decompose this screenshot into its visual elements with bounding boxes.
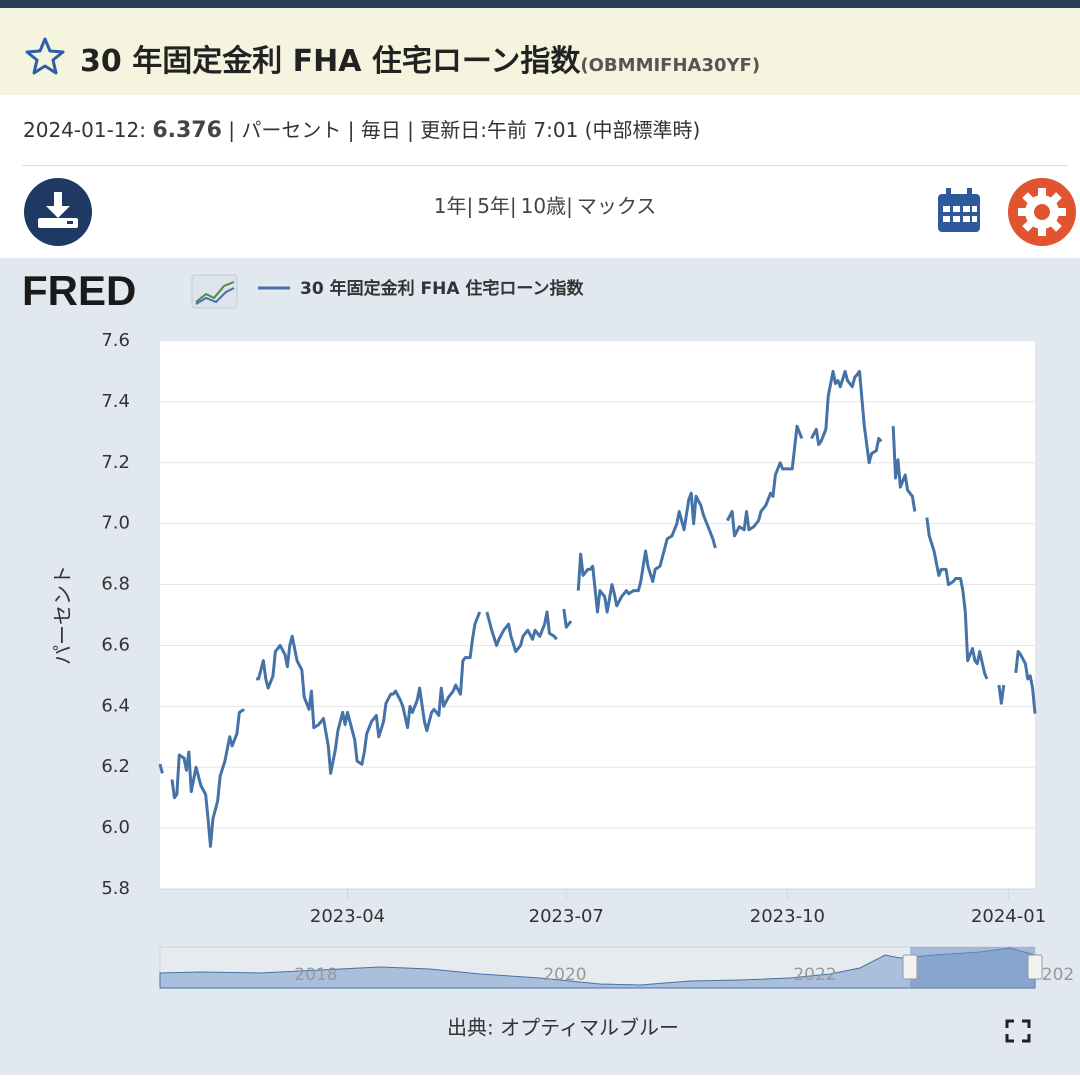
obs-details: | パーセント | 毎日 | 更新日:午前 7:01 (中部標準時) bbox=[228, 118, 701, 142]
series-id: (OBMMIFHA30YF) bbox=[580, 55, 761, 76]
range-links: 1年| 5年| 10歳| マックス bbox=[0, 190, 1080, 219]
separator bbox=[22, 165, 1068, 166]
plot-area bbox=[160, 341, 1035, 889]
y-tick-label: 6.2 bbox=[101, 756, 130, 777]
fred-logo: FRED bbox=[22, 267, 136, 314]
fullscreen-button[interactable] bbox=[1005, 1019, 1031, 1043]
y-tick-label: 7.6 bbox=[101, 330, 130, 351]
y-tick-label: 7.0 bbox=[101, 513, 130, 534]
series-line bbox=[158, 369, 1037, 848]
x-tick-label: 2023-10 bbox=[750, 906, 825, 927]
range-link[interactable]: 5年| bbox=[477, 194, 517, 218]
title-band bbox=[0, 8, 1080, 95]
chart: FRED 2018 2020 2022 202 5.8 6.0 6.2 6.4 6.6 6.8 7… bbox=[0, 258, 1080, 1075]
navigator-label: 2022 bbox=[793, 965, 836, 985]
y-axis-label: パーセント bbox=[51, 565, 75, 665]
range-link[interactable]: 1年| bbox=[433, 194, 474, 218]
navigator-handle[interactable] bbox=[902, 954, 918, 980]
navigator-label: 2020 bbox=[543, 965, 586, 985]
download-button[interactable] bbox=[22, 178, 94, 246]
title-text: 30 年固定金利 FHA 住宅ローン指数 bbox=[80, 44, 581, 79]
navigator-handle[interactable] bbox=[1027, 954, 1043, 980]
navigator-label: 202 bbox=[1042, 965, 1074, 985]
y-tick-label: 6.0 bbox=[101, 817, 130, 838]
star-icon[interactable] bbox=[24, 36, 66, 76]
x-tick-label: 2023-04 bbox=[310, 906, 385, 927]
navigator-selection[interactable] bbox=[910, 947, 1035, 988]
source: 出典: オプティマルブルー bbox=[447, 1016, 679, 1040]
title: 30 年固定金利 FHA 住宅ローン指数(OBMMIFHA30YF) bbox=[80, 36, 760, 80]
obs-date: 2024-01-12: bbox=[23, 118, 146, 142]
y-tick-label: 6.8 bbox=[101, 574, 130, 595]
y-tick-label: 6.4 bbox=[101, 695, 130, 716]
y-tick-label: 7.2 bbox=[101, 452, 130, 473]
calendar-button[interactable] bbox=[936, 188, 982, 234]
range-link[interactable]: 10歳| bbox=[520, 194, 573, 218]
y-tick-label: 5.8 bbox=[101, 878, 130, 899]
obs-value: 6.376 bbox=[152, 118, 222, 143]
info-line: 2024-01-12: 6.376 | パーセント | 毎日 | 更新日:午前 … bbox=[23, 114, 700, 143]
x-tick-label: 2023-07 bbox=[529, 906, 604, 927]
y-tick-label: 7.4 bbox=[101, 391, 130, 412]
legend-label: 30 年固定金利 FHA 住宅ローン指数 bbox=[300, 278, 585, 299]
fred-logo-icon bbox=[191, 274, 238, 309]
navigator-label: 2018 bbox=[294, 965, 337, 985]
navigator: 2018 2020 2022 202 bbox=[159, 946, 1074, 989]
y-tick-label: 6.6 bbox=[101, 634, 130, 655]
x-tick-label: 2024-01 bbox=[971, 906, 1046, 927]
range-link[interactable]: マックス bbox=[576, 194, 657, 218]
top-bar bbox=[0, 0, 1080, 8]
settings-button[interactable] bbox=[1004, 178, 1080, 246]
